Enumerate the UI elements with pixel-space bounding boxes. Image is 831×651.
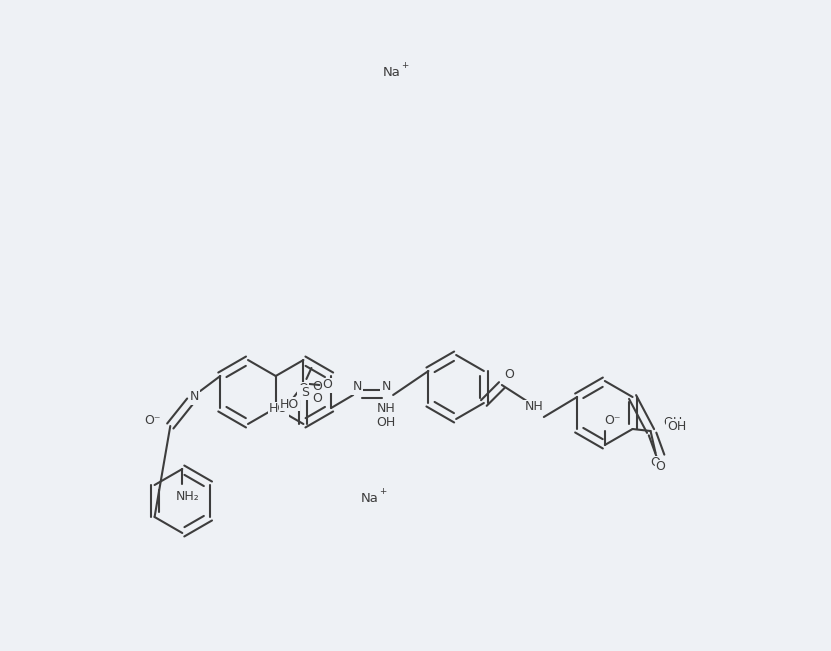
Text: NH: NH xyxy=(376,402,396,415)
Text: O: O xyxy=(298,383,308,396)
Text: N: N xyxy=(352,380,361,393)
Text: O⁻: O⁻ xyxy=(144,413,160,426)
Text: O: O xyxy=(312,391,322,404)
Text: O: O xyxy=(656,460,666,473)
Text: N: N xyxy=(189,391,199,404)
Text: S: S xyxy=(299,385,307,398)
Text: OH: OH xyxy=(376,417,396,430)
Text: NH₂: NH₂ xyxy=(175,490,199,503)
Text: +: + xyxy=(401,61,409,70)
Text: O: O xyxy=(651,456,661,469)
Text: Na: Na xyxy=(361,492,379,505)
Text: +: + xyxy=(380,486,386,495)
Text: O: O xyxy=(312,380,322,393)
Text: S: S xyxy=(302,385,309,398)
Text: NH: NH xyxy=(524,400,543,413)
Text: OH: OH xyxy=(667,419,686,432)
Text: HO: HO xyxy=(280,398,299,411)
Text: O: O xyxy=(504,368,514,381)
Text: N: N xyxy=(381,380,391,393)
Text: Na: Na xyxy=(383,66,401,79)
Text: O⁻: O⁻ xyxy=(605,415,621,428)
Text: HO: HO xyxy=(268,402,288,415)
Text: O: O xyxy=(322,378,332,391)
Text: OH: OH xyxy=(663,417,682,430)
